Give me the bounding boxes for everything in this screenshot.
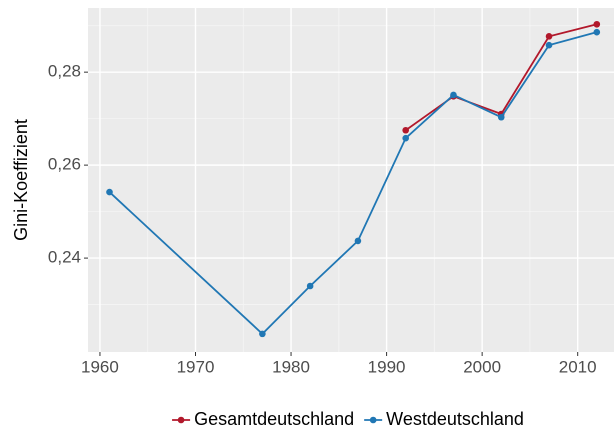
point xyxy=(593,20,601,28)
y-tick-label: 0,28 xyxy=(48,62,81,81)
point xyxy=(259,330,266,338)
panel xyxy=(88,8,614,352)
grid xyxy=(88,8,614,352)
point xyxy=(402,126,410,134)
point xyxy=(306,282,314,290)
point xyxy=(545,33,553,40)
legend-swatch xyxy=(177,416,185,424)
x-tick-label: 1990 xyxy=(368,357,406,376)
point xyxy=(545,41,553,49)
point xyxy=(450,91,457,99)
point xyxy=(402,134,410,142)
x-tick-label: 1980 xyxy=(272,357,310,376)
legend-swatch xyxy=(369,416,377,424)
y-tick-label: 0,26 xyxy=(48,155,81,174)
legend-label: Gesamtdeutschland xyxy=(194,409,354,429)
point xyxy=(354,237,362,245)
x-tick-label: 1960 xyxy=(81,357,119,376)
y-tick-label: 0,24 xyxy=(48,248,81,267)
point xyxy=(497,113,505,121)
x-tick-label: 1970 xyxy=(177,357,215,376)
x-tick-label: 2000 xyxy=(463,357,501,376)
legend-label: Westdeutschland xyxy=(386,409,524,429)
point xyxy=(106,188,113,196)
x-tick-label: 2010 xyxy=(559,357,597,376)
y-axis-title: Gini-Koeffizient xyxy=(11,119,31,241)
point xyxy=(593,28,601,36)
